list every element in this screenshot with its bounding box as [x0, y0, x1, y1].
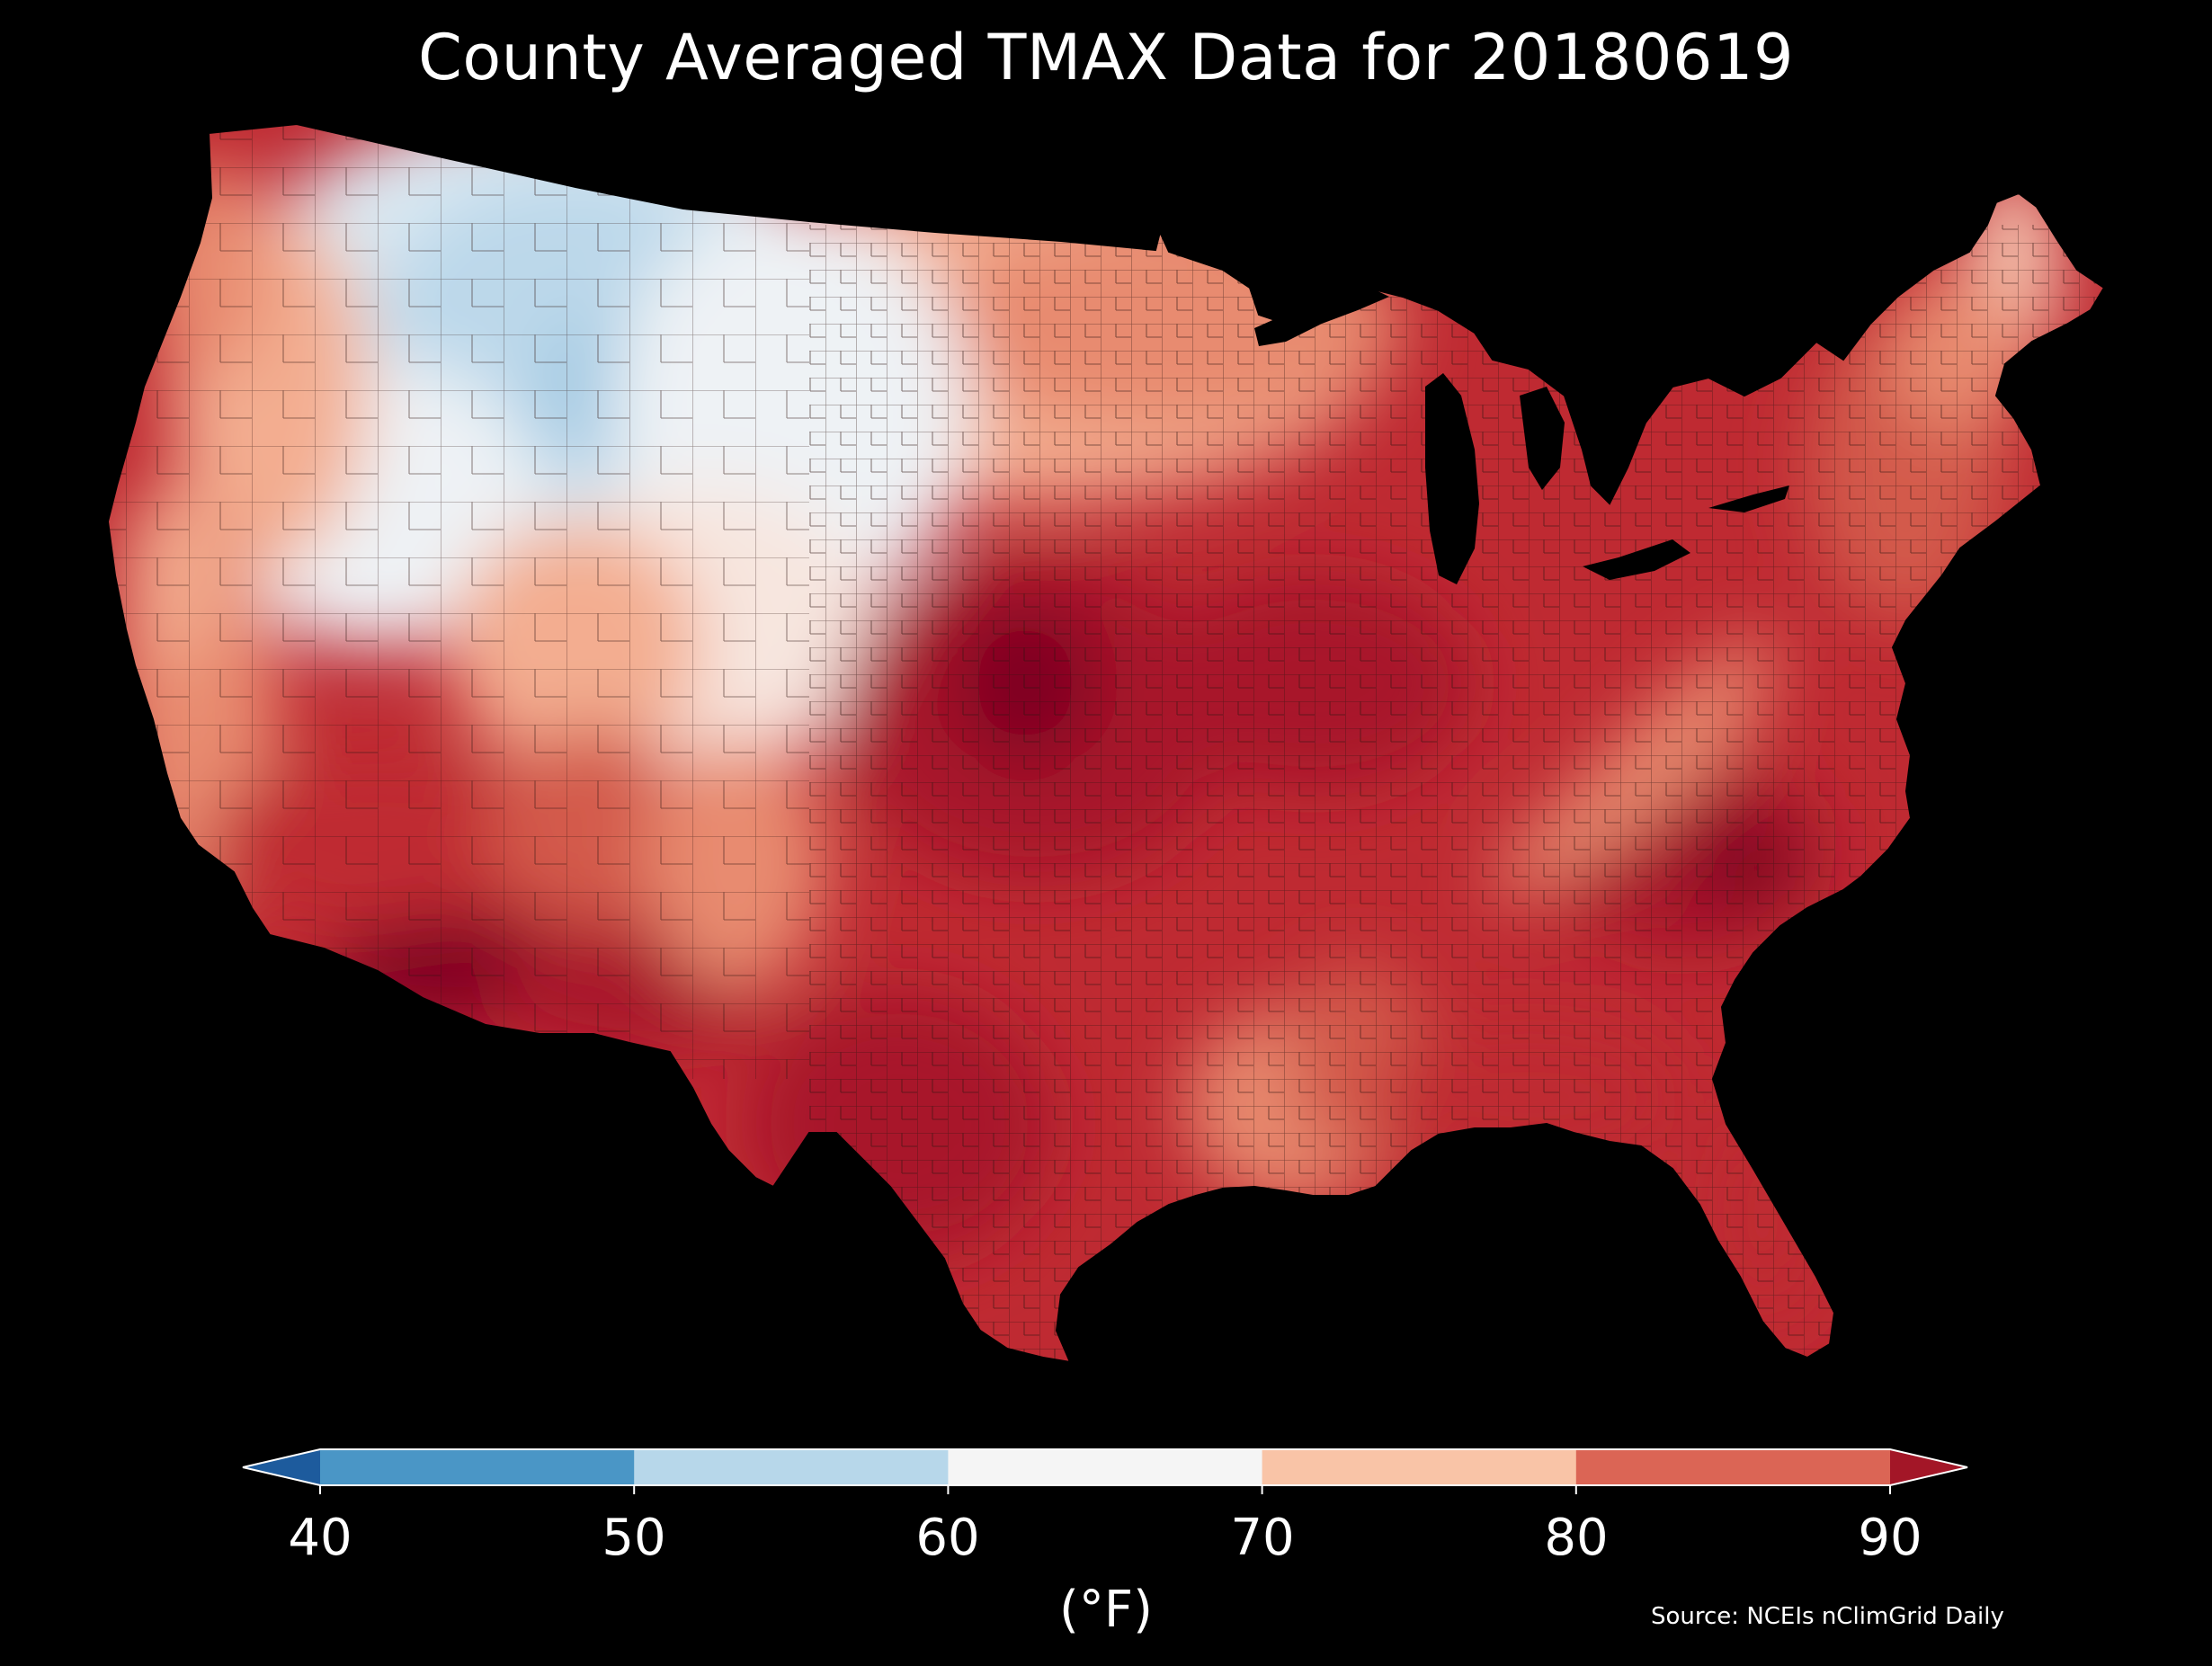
colorbar-bin-80-90	[1575, 1449, 1891, 1485]
map-title: County Averaged TMAX Data for 20180619	[417, 21, 1795, 94]
colorbar-tick-70: 70	[1230, 1509, 1295, 1567]
colorbar-extend-high	[1890, 1449, 1967, 1485]
colorbar-bin-50-60	[634, 1449, 949, 1485]
colorbar-tick-60: 60	[915, 1509, 980, 1567]
colorbar-extend-low	[243, 1449, 320, 1485]
source-credit: Source: NCEIs nClimGrid Daily	[1651, 1603, 2004, 1630]
great-lakes	[1254, 286, 1789, 584]
colorbar-tick-50: 50	[602, 1509, 666, 1567]
colorbar-tick-90: 90	[1858, 1509, 1922, 1567]
colorbar-bin-70-80	[1262, 1449, 1577, 1485]
colorbar-tick-40: 40	[288, 1509, 352, 1567]
colorbar-bin-40-50	[320, 1449, 635, 1485]
colorbar-bin-60-70	[948, 1449, 1263, 1485]
colorbar-tick-80: 80	[1544, 1509, 1609, 1567]
colorbar-units-label: (°F)	[1059, 1581, 1153, 1639]
